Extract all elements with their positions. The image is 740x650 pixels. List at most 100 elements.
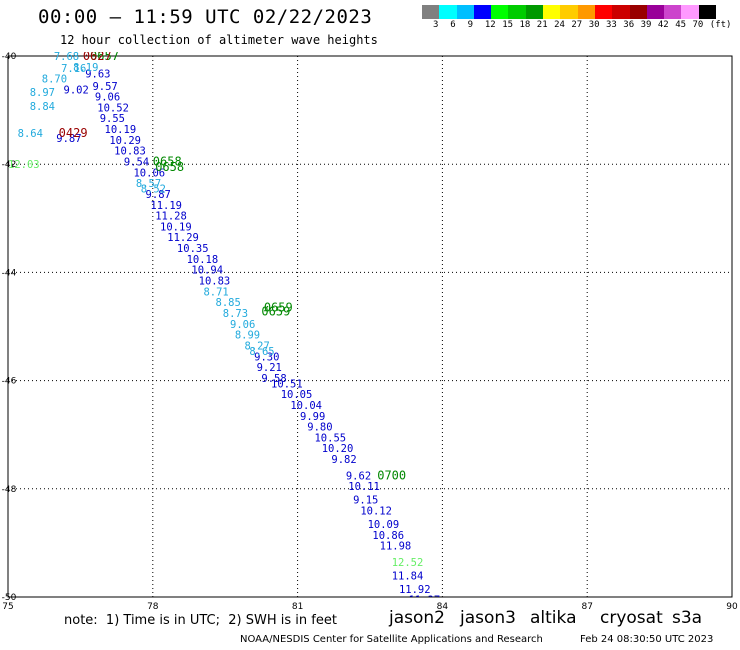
chart-title: 00:00 — 11:59 UTC 02/22/2023 — [38, 6, 373, 28]
legend-label: 6 — [450, 20, 456, 30]
legend-swatch — [629, 5, 647, 19]
legend-label: (ft) — [709, 20, 732, 30]
wave-height-label: 11.28 — [155, 211, 187, 223]
wave-height-label: 11.92 — [399, 584, 431, 596]
wave-height-label: 11.84 — [392, 570, 424, 582]
legend-label: 30 — [588, 20, 600, 30]
wave-height-label: 12.03 — [8, 159, 40, 171]
wave-height-label: 10.83 — [199, 276, 231, 288]
wave-height-label: 9.62 — [346, 470, 371, 482]
wave-height-label: 11.98 — [380, 541, 412, 553]
satellite-cryosat-label: cryosat — [600, 608, 663, 628]
wave-height-label: 10.83 — [114, 146, 146, 158]
y-tick-label: -44 — [2, 268, 17, 278]
legend-label: 45 — [675, 20, 687, 30]
legend-swatch — [612, 5, 630, 19]
wave-height-label: 8.19 — [73, 62, 98, 74]
wave-height-label: 10.12 — [360, 505, 392, 517]
satellite-jason2-label: jason2 — [389, 608, 445, 628]
chart-subtitle: 12 hour collection of altimeter wave hei… — [60, 33, 378, 47]
wave-height-label: 11.19 — [150, 200, 182, 212]
wave-height-label: 9.55 — [100, 113, 125, 125]
legend-label: 33 — [606, 20, 617, 30]
wave-height-label: 10.94 — [191, 265, 223, 277]
wave-height-label: 8.64 — [18, 128, 43, 140]
legend-swatch — [525, 5, 544, 19]
legend-swatch — [543, 5, 561, 19]
legend-swatch — [681, 5, 699, 19]
legend-label: 27 — [571, 20, 583, 30]
wave-height-label: 8.27 — [245, 340, 270, 352]
wave-height-label: 10.55 — [314, 432, 346, 444]
legend-label: 18 — [519, 20, 531, 30]
x-tick-label: 90 — [726, 602, 738, 612]
wave-height-label: 10.24 — [435, 646, 467, 650]
footer-credit: NOAA/NESDIS Center for Satellite Applica… — [240, 634, 543, 645]
wave-height-label: 10.09 — [368, 519, 400, 531]
legend-label: 42 — [657, 20, 669, 30]
y-tick-label: -46 — [2, 377, 17, 387]
x-tick-label: 75 — [2, 602, 13, 612]
wave-height-label: 0659 — [264, 301, 293, 315]
wave-height-label: 9.87 — [56, 133, 81, 145]
wave-height-label: 8.85 — [216, 297, 241, 309]
legend-swatch — [577, 5, 595, 19]
legend-swatch — [560, 5, 578, 19]
color-scale-legend — [422, 5, 717, 19]
wave-height-label: 10.18 — [187, 254, 219, 266]
x-tick-label: 81 — [292, 602, 303, 612]
wave-height-label: 10.05 — [281, 389, 313, 401]
wave-height-label: 0658 — [155, 160, 184, 174]
legend-swatch — [664, 5, 682, 19]
wave-height-label: 0700 — [377, 468, 406, 482]
legend-swatch — [594, 5, 613, 19]
wave-height-label: 10.29 — [109, 135, 141, 147]
wave-height-label: 7.16 — [61, 63, 86, 75]
y-tick-label: -40 — [2, 52, 17, 62]
legend-label: 39 — [640, 20, 652, 30]
legend-swatch — [508, 5, 526, 19]
wave-height-label: 9.06 — [95, 92, 120, 104]
legend-swatch — [439, 5, 457, 19]
x-tick-label: 84 — [437, 602, 449, 612]
wave-height-label: 10.19 — [160, 221, 192, 233]
wave-height-label: 8.99 — [235, 330, 260, 342]
wave-height-label: 10.52 — [97, 102, 129, 114]
legend-label: 36 — [623, 20, 635, 30]
wave-height-label: 0429 — [59, 126, 88, 140]
footer-date: Feb 24 08:30:50 UTC 2023 — [580, 634, 714, 645]
legend-label: 15 — [502, 20, 514, 30]
wave-height-label: 8.52 — [141, 184, 166, 196]
wave-height-label: 9.58 — [261, 373, 286, 385]
legend-label: 24 — [554, 20, 565, 30]
wave-height-label: 10.19 — [105, 124, 137, 136]
wave-height-label: 10.06 — [133, 167, 165, 179]
legend-label: 21 — [536, 20, 548, 30]
wave-height-label: 9.54 — [124, 156, 149, 168]
wave-height-label: 11.37 — [409, 595, 441, 607]
wave-height-label: 8.71 — [203, 286, 228, 298]
legend-label: 12 — [484, 20, 496, 30]
wave-height-label: 11.29 — [167, 232, 199, 244]
wave-height-label: 8.97 — [30, 87, 55, 99]
note-text: note: 1) Time is in UTC; 2) SWH is in fe… — [64, 613, 337, 628]
wave-height-label: 9.87 — [146, 189, 171, 201]
wave-height-label: 9.06 — [230, 319, 255, 331]
x-tick-label: 78 — [147, 602, 159, 612]
wave-height-label: 10.35 — [177, 243, 209, 255]
data-points-group: 9.029.879.639.579.0610.529.5510.1910.291… — [8, 49, 467, 650]
wave-height-label: 8.84 — [30, 101, 55, 113]
wave-height-label: 8.65 — [249, 346, 274, 358]
wave-height-label: 9.80 — [307, 422, 332, 434]
legend-swatch — [491, 5, 509, 19]
wave-height-label: 9.57 — [92, 81, 117, 93]
legend-label: 3 — [433, 20, 439, 30]
wave-height-label: 10.20 — [322, 443, 354, 455]
color-scale-labels: 3 6 9 12 15 18 21 24 27 30 33 36 39 42 45 70 (ft) — [422, 20, 740, 34]
wave-height-label: 0627 — [83, 49, 112, 63]
legend-swatch — [698, 5, 717, 19]
wave-height-label: 10.51 — [271, 378, 303, 390]
wave-height-label: 0657 — [90, 49, 119, 63]
y-tick-label: -42 — [2, 160, 17, 170]
